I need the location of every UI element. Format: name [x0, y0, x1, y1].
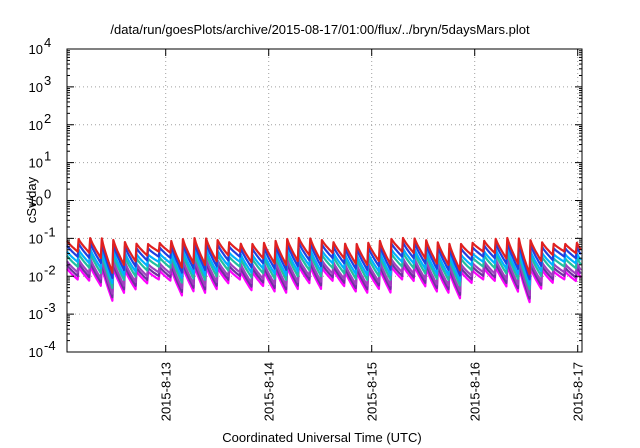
y-tick-exponent: 2: [44, 111, 51, 126]
y-axis-label: cSv/day: [24, 176, 39, 223]
series-group: [66, 236, 582, 304]
grid: [67, 49, 582, 352]
y-tick-label: 10: [29, 156, 43, 171]
y-tick-exponent: 0: [44, 187, 51, 202]
y-tick-label: 10: [29, 345, 43, 360]
x-tick-label: 2015-8-14: [262, 362, 277, 421]
plot-frame: [66, 48, 583, 353]
y-tick-exponent: -3: [44, 300, 56, 315]
y-tick-label: 10: [29, 307, 43, 322]
x-axis-label: Coordinated Universal Time (UTC): [222, 430, 421, 445]
chart-title: /data/run/goesPlots/archive/2015-08-17/0…: [110, 22, 530, 37]
y-tick-exponent: -2: [44, 262, 56, 277]
y-tick-exponent: 3: [44, 73, 51, 88]
y-tick-exponent: 4: [44, 35, 51, 50]
series-line: [66, 236, 582, 276]
y-tick-exponent: -4: [44, 338, 56, 353]
x-tick-label: 2015-8-17: [571, 362, 586, 421]
y-tick-label: 10: [29, 42, 43, 57]
y-tick-label: 10: [29, 269, 43, 284]
x-tick-label: 2015-8-15: [365, 362, 380, 421]
y-tick-label: 10: [29, 231, 43, 246]
y-tick-exponent: 1: [44, 149, 51, 164]
y-tick-label: 10: [29, 194, 43, 209]
y-tick-label: 10: [29, 118, 43, 133]
y-tick-label: 10: [29, 80, 43, 95]
y-tick-exponent: -1: [44, 224, 56, 239]
x-tick-label: 2015-8-16: [468, 362, 483, 421]
x-tick-label: 2015-8-13: [159, 362, 174, 421]
